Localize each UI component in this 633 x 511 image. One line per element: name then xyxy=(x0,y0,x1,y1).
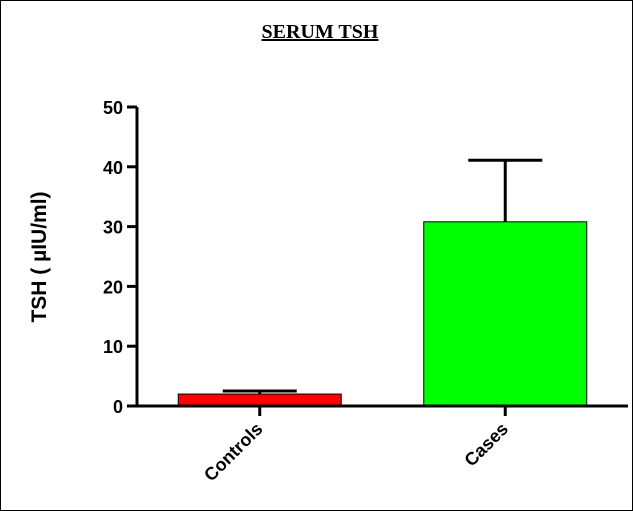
y-tick-label: 30 xyxy=(103,218,123,238)
y-tick-label: 10 xyxy=(103,337,123,357)
y-tick-label: 20 xyxy=(103,277,123,297)
y-axis-label: TSH ( µIU/ml) xyxy=(28,191,51,322)
y-tick-label: 40 xyxy=(103,158,123,178)
y-tick-label: 0 xyxy=(113,397,123,417)
bar xyxy=(177,393,342,407)
bar xyxy=(423,221,588,407)
chart-title: SERUM TSH xyxy=(262,21,379,43)
y-tick-label: 50 xyxy=(103,98,123,118)
